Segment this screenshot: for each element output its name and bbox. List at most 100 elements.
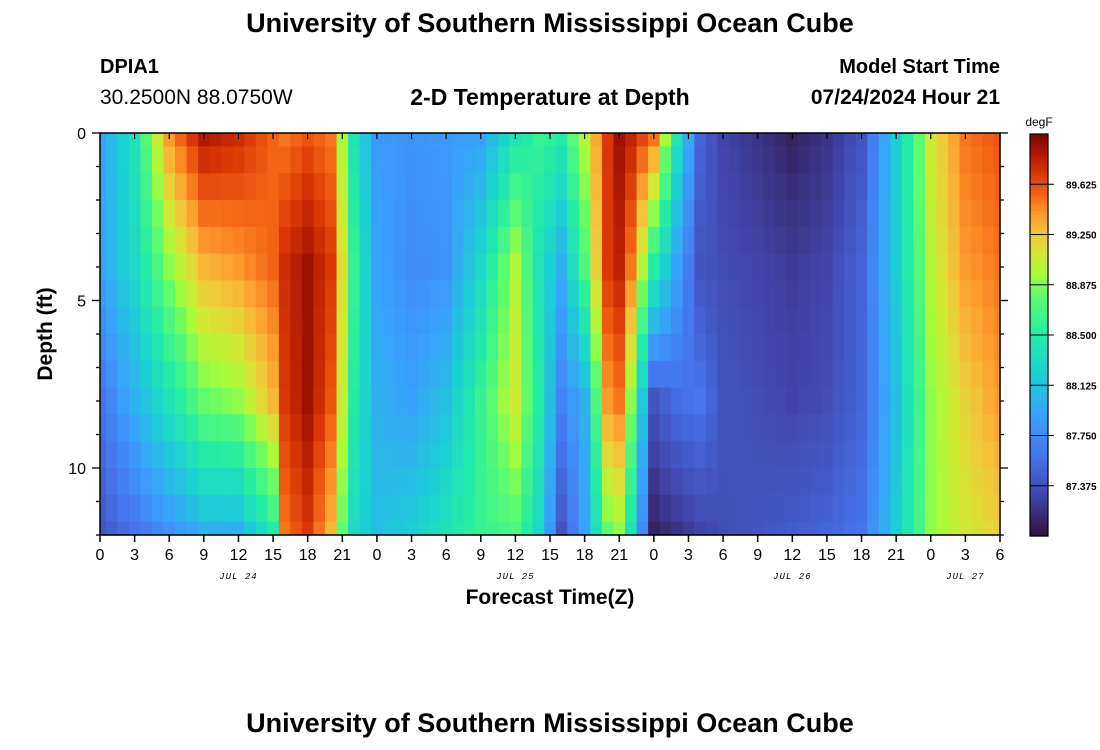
heatmap-cell [428,226,441,255]
heatmap-cell [625,360,638,389]
heatmap-cell [255,253,268,281]
heatmap-cell [775,387,788,415]
heatmap-cell [475,360,488,389]
heatmap-cell [100,173,107,201]
heatmap-cell [913,494,926,523]
heatmap-cell [405,334,418,362]
heatmap-cell [567,133,580,147]
heatmap-cell [532,494,545,523]
heatmap-cell [959,133,972,147]
heatmap-cell [648,521,661,536]
heatmap-cell [809,387,822,415]
heatmap-cell [878,280,891,308]
heatmap-cell [198,494,211,523]
heatmap-cell [532,468,545,496]
heatmap-cell [359,253,372,281]
heatmap-cell [359,133,372,147]
heatmap-cell [636,133,649,147]
heatmap-cell [336,280,349,308]
heatmap-cell [901,521,915,536]
heatmap-cell [832,521,845,536]
heatmap-cell [325,334,338,362]
heatmap-cell [878,133,891,147]
heatmap-cell [486,307,499,335]
heatmap-cell [232,468,245,496]
heatmap-cell [440,441,453,469]
heatmap-cell [440,280,453,308]
heatmap-cell [221,200,234,228]
heatmap-cell [648,133,661,147]
heatmap-cell [982,521,995,536]
heatmap-cell [382,387,395,415]
heatmap-cell [936,441,949,469]
heatmap-cell [740,387,753,415]
heatmap-cell [694,360,707,389]
colorbar-swatch [1030,335,1048,339]
heatmap-cell [175,387,188,415]
heatmap-cell [855,200,868,228]
heatmap-cell [521,494,534,523]
heatmap-cell [163,226,176,255]
heatmap-cell [521,173,534,201]
page-title: University of Southern Mississippi Ocean… [246,8,854,38]
colorbar-swatch [1030,298,1048,303]
heatmap-cell [463,307,476,335]
x-tick-label: 21 [887,547,905,564]
heatmap-cell [475,494,488,523]
heatmap-cell [440,468,453,496]
heatmap-cell [140,494,153,523]
heatmap-cell [728,133,741,147]
heatmap-cell [948,494,961,523]
heatmap-cell [809,253,822,281]
heatmap-cell [209,387,222,415]
heatmap-cell [648,360,661,389]
colorbar-swatch [1030,489,1048,494]
heatmap-cell [440,521,453,536]
colorbar-swatch [1030,324,1048,329]
heatmap-cell [301,146,315,174]
heatmap-cell [832,414,845,442]
heatmap-cell [590,334,603,362]
heatmap-cell [255,414,268,442]
heatmap-cell [359,387,372,415]
heatmap-cell [659,133,672,147]
colorbar-swatch [1030,251,1048,256]
heatmap-cell [463,441,476,469]
heatmap-cell [301,521,315,536]
heatmap-cell [567,387,580,415]
heatmap-cell [578,200,591,228]
colorbar-swatch [1030,234,1048,239]
heatmap-cell [151,468,165,496]
heatmap-cell [359,146,372,174]
heatmap-cell [832,133,845,147]
heatmap-cell [659,414,672,442]
heatmap-cell [809,494,822,523]
heatmap-cell [705,146,718,174]
heatmap-cell [405,387,418,415]
heatmap-cell [175,307,188,335]
heatmap-cell [694,334,707,362]
heatmap-cell [994,468,1001,496]
heatmap-cell [775,414,788,442]
heatmap-cell [198,226,211,255]
heatmap-cell [890,133,903,147]
colorbar-swatch [1030,365,1048,370]
heatmap-cell [100,307,107,335]
heatmap-cell [290,521,303,536]
heatmap-cell [601,334,615,362]
heatmap-cell [359,173,372,201]
x-tick-label: 18 [853,547,871,564]
heatmap-cell [186,200,199,228]
colorbar-swatch [1030,227,1048,232]
heatmap-cell [878,441,891,469]
heatmap-cell [694,226,707,255]
heatmap-cell [959,146,972,174]
heatmap-cell [521,414,534,442]
heatmap-cell [901,441,915,469]
heatmap-cell [775,173,788,201]
heatmap-cell [936,253,949,281]
heatmap-cell [809,334,822,362]
heatmap-cell [855,360,868,389]
heatmap-cell [590,414,603,442]
heatmap-cell [763,280,776,308]
